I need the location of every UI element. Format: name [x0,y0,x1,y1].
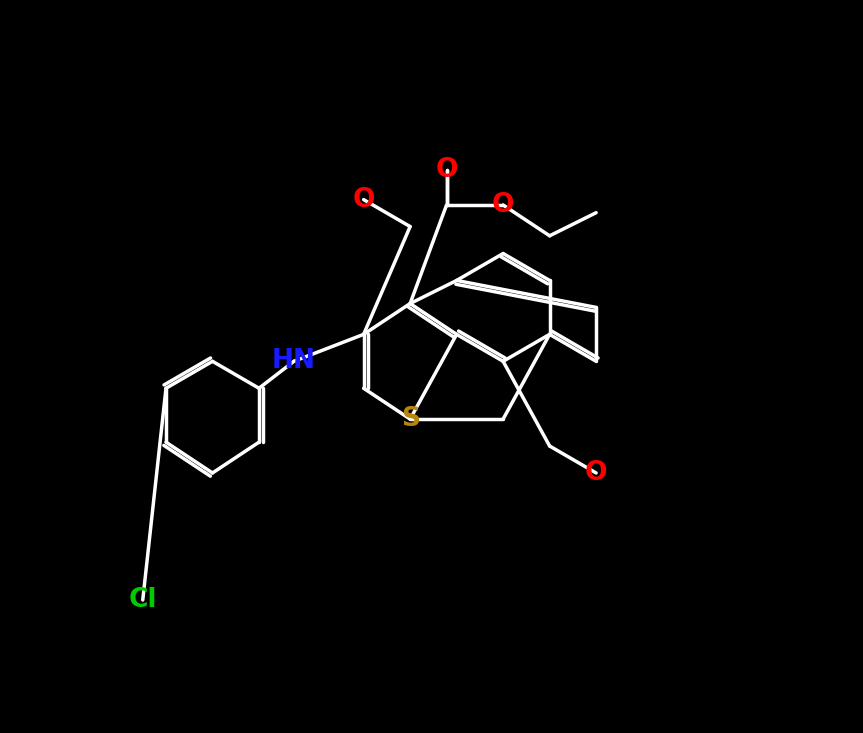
Text: Cl: Cl [129,587,157,613]
Text: O: O [585,460,608,486]
Text: O: O [492,192,514,218]
Text: S: S [400,406,419,432]
Text: O: O [352,187,375,213]
Text: HN: HN [272,348,316,375]
Text: O: O [435,158,457,183]
